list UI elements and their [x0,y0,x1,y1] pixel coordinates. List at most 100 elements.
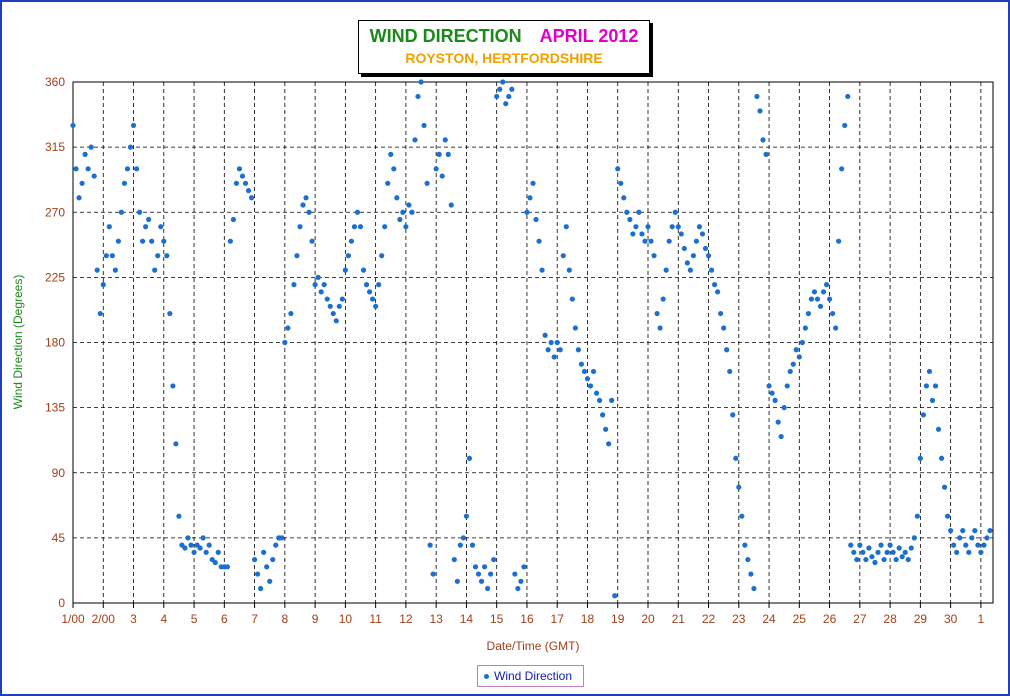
chart-title: WIND DIRECTION [370,26,522,46]
x-tick-label: 12 [399,612,413,626]
data-point [875,550,880,555]
data-point [140,239,145,244]
data-point [134,166,139,171]
data-point [630,231,635,236]
data-point [458,543,463,548]
data-point [791,362,796,367]
data-point [757,108,762,113]
data-point [546,347,551,352]
data-point [149,239,154,244]
data-point [452,557,457,562]
data-point [331,311,336,316]
x-tick-label: 23 [732,612,746,626]
data-point [521,564,526,569]
x-tick-label: 26 [823,612,837,626]
data-point [712,282,717,287]
data-point [960,528,965,533]
data-point [788,369,793,374]
data-point [730,412,735,417]
data-point [797,354,802,359]
data-point [573,325,578,330]
data-point [503,101,508,106]
legend: Wind Direction [477,665,584,687]
data-point [606,441,611,446]
data-point [334,318,339,323]
data-point [415,94,420,99]
x-tick-label: 9 [312,612,319,626]
data-point [782,405,787,410]
data-point [639,231,644,236]
data-point [658,325,663,330]
y-axis-title: Wind Direction (Degrees) [11,275,25,410]
data-point [558,347,563,352]
data-point [600,412,605,417]
data-point [891,550,896,555]
data-point [760,137,765,142]
data-point [346,253,351,258]
data-point [987,528,992,533]
data-point [685,260,690,265]
data-point [400,210,405,215]
data-point [379,253,384,258]
data-point [863,557,868,562]
data-point [927,369,932,374]
data-point [676,224,681,229]
data-point [597,398,602,403]
data-point [424,181,429,186]
data-point [878,543,883,548]
data-point [763,152,768,157]
data-point [830,311,835,316]
x-tick-label: 22 [702,612,716,626]
data-point [539,268,544,273]
data-point [240,173,245,178]
data-point [258,586,263,591]
data-point [388,152,393,157]
y-tick-label: 270 [45,205,65,219]
data-point [494,94,499,99]
data-point [113,268,118,273]
y-tick-label: 315 [45,140,65,154]
x-tick-label: 18 [581,612,595,626]
data-point [636,210,641,215]
data-point [815,296,820,301]
data-point [216,550,221,555]
data-point [358,224,363,229]
x-tick-label: 11 [369,612,382,626]
data-point [406,202,411,207]
data-point [255,571,260,576]
data-point [155,253,160,258]
data-point [128,145,133,150]
data-point [773,398,778,403]
data-point [340,296,345,301]
data-point [900,554,905,559]
data-point [527,195,532,200]
data-point [361,268,366,273]
data-point [673,210,678,215]
data-point [325,296,330,301]
data-point [176,514,181,519]
data-point [582,369,587,374]
data-point [173,441,178,446]
x-tick-label: 20 [641,612,655,626]
data-point [748,571,753,576]
data-point [170,383,175,388]
data-point [158,224,163,229]
data-point [73,166,78,171]
data-point [948,528,953,533]
data-point [818,304,823,309]
x-tick-label: 2/00 [92,612,116,626]
data-point [518,579,523,584]
data-point [809,296,814,301]
data-point [524,210,529,215]
x-axis-title: Date/Time (GMT) [487,639,580,653]
data-point [779,434,784,439]
data-point [742,543,747,548]
data-point [252,557,257,562]
data-point [897,545,902,550]
x-tick-label: 29 [914,612,928,626]
data-point [561,253,566,258]
data-point [930,398,935,403]
data-point [585,376,590,381]
data-point [921,412,926,417]
data-point [228,239,233,244]
